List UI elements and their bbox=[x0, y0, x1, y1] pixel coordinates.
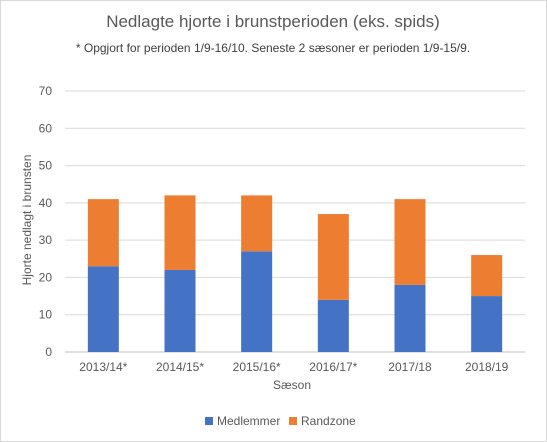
legend-swatch-randzone bbox=[289, 417, 297, 425]
y-tick-labels: 0 10 20 30 40 50 60 70 bbox=[39, 84, 53, 359]
y-tick-label: 60 bbox=[39, 121, 53, 135]
bar-randzone-1 bbox=[164, 195, 196, 270]
y-tick-label: 70 bbox=[39, 84, 53, 98]
bar-medlemmer-3 bbox=[317, 299, 349, 352]
y-tick-label: 20 bbox=[39, 270, 53, 284]
legend-label-medlemmer: Medlemmer bbox=[217, 414, 280, 428]
legend-label-randzone: Randzone bbox=[301, 414, 356, 428]
bar-randzone-3 bbox=[317, 214, 349, 300]
bar-medlemmer-0 bbox=[87, 266, 119, 352]
x-axis-label: Sæson bbox=[273, 378, 311, 392]
bar-medlemmer-1 bbox=[164, 269, 196, 352]
x-tick-labels: 2013/14* 2014/15* 2015/16* 2016/17* 2017/18 2… bbox=[79, 360, 508, 374]
gridlines bbox=[65, 90, 525, 353]
legend: Medlemmer Randzone bbox=[205, 414, 356, 428]
bar-medlemmer-2 bbox=[241, 251, 273, 352]
x-tick-label: 2018/19 bbox=[465, 360, 509, 374]
bar-randzone-4 bbox=[394, 199, 426, 285]
bar-medlemmer-4 bbox=[394, 284, 426, 352]
x-tick-label: 2013/14* bbox=[79, 360, 127, 374]
x-tick-label: 2014/15* bbox=[156, 360, 204, 374]
y-tick-label: 30 bbox=[39, 233, 53, 247]
x-tick-label: 2017/18 bbox=[388, 360, 432, 374]
bars bbox=[87, 195, 503, 352]
y-tick-label: 50 bbox=[39, 159, 53, 173]
y-axis-label: Hjorte nedlagt i brunsten bbox=[20, 155, 34, 286]
x-tick-label: 2016/17* bbox=[309, 360, 357, 374]
chart-subtitle: * Opgjort for perioden 1/9-16/10. Senest… bbox=[76, 41, 470, 55]
bar-randzone-2 bbox=[241, 195, 273, 252]
legend-swatch-medlemmer bbox=[205, 417, 213, 425]
bar-randzone-0 bbox=[87, 199, 119, 267]
y-tick-label: 0 bbox=[45, 345, 52, 359]
y-tick-label: 40 bbox=[39, 196, 53, 210]
bar-medlemmer-5 bbox=[471, 296, 503, 352]
x-tick-label: 2015/16* bbox=[233, 360, 281, 374]
y-tick-label: 10 bbox=[39, 308, 53, 322]
bar-randzone-5 bbox=[471, 255, 503, 297]
chart-title: Nedlagte hjorte i brunstperioden (eks. s… bbox=[106, 12, 440, 31]
